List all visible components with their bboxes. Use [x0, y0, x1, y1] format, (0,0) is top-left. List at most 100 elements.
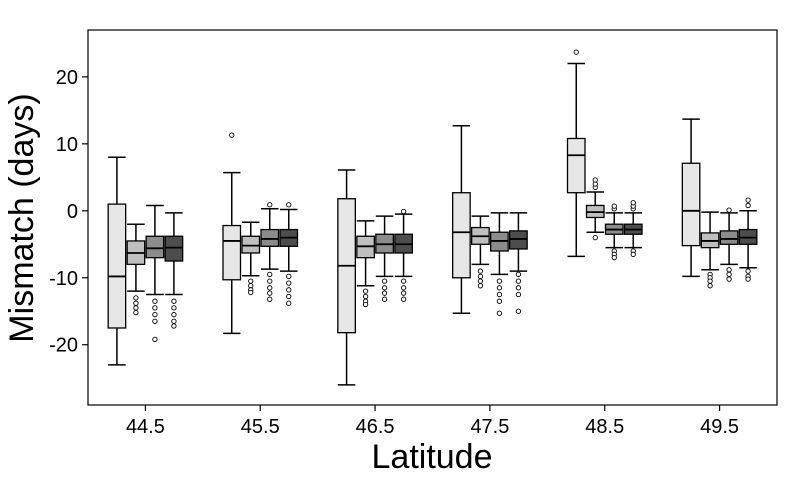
x-tick-label: 48.5	[585, 416, 624, 438]
outlier-point	[286, 287, 292, 293]
outlier-point	[573, 49, 579, 55]
outlier-point	[133, 309, 139, 316]
outlier-point	[592, 177, 598, 183]
outlier-point	[611, 203, 617, 209]
outlier-point	[381, 290, 388, 296]
outlier-point	[133, 305, 139, 311]
box-group	[107, 156, 184, 366]
outlier-point	[515, 308, 522, 314]
outlier-point	[286, 273, 292, 280]
outlier-point	[515, 278, 522, 284]
outlier-point	[267, 296, 273, 302]
outlier-point	[171, 318, 177, 324]
outlier-point	[592, 234, 598, 241]
outlier-point	[726, 267, 732, 273]
outlier-point	[381, 278, 388, 284]
box-group	[337, 169, 413, 386]
outlier-point	[133, 300, 139, 306]
x-axis: 44.5 45.5 46.5 47.5 48.5 49.5	[126, 405, 739, 438]
outlier-point	[286, 280, 292, 286]
outlier-point	[171, 323, 177, 329]
outlier-point	[133, 295, 139, 301]
outlier-point	[745, 202, 751, 209]
outlier-point	[515, 285, 522, 291]
x-tick-label: 46.5	[356, 416, 395, 438]
box-group	[681, 118, 758, 289]
outlier-point	[152, 318, 158, 324]
outlier-point	[362, 301, 369, 308]
y-tick-label: -10	[49, 268, 78, 290]
outlier-point	[400, 296, 407, 302]
outlier-point	[745, 197, 751, 203]
outlier-point	[362, 288, 369, 294]
outlier-point	[496, 310, 503, 316]
box-group	[452, 125, 528, 316]
outlier-point	[152, 311, 158, 318]
box	[107, 203, 127, 329]
outlier-point	[152, 336, 158, 343]
box-group	[222, 132, 299, 335]
outlier-point	[267, 285, 273, 291]
x-tick-label: 47.5	[470, 416, 509, 438]
outlier-point	[171, 311, 177, 318]
outlier-point	[496, 298, 503, 304]
outlier-point	[171, 305, 177, 311]
outlier-point	[496, 291, 503, 298]
outlier-point	[248, 278, 254, 284]
box	[509, 230, 528, 250]
y-axis: 20 10 0 -10 -20	[49, 67, 88, 357]
x-tick-label: 49.5	[700, 416, 739, 438]
outlier-point	[286, 202, 292, 208]
y-tick-label: 20	[56, 67, 78, 89]
outlier-point	[726, 271, 732, 278]
y-tick-label: -20	[49, 335, 78, 357]
outlier-point	[630, 200, 636, 206]
box	[452, 192, 471, 279]
outlier-point	[707, 283, 713, 289]
box	[260, 228, 280, 247]
outlier-point	[707, 278, 713, 284]
outlier-point	[477, 283, 484, 289]
outlier-point	[745, 276, 751, 282]
outlier-point	[515, 271, 522, 278]
outlier-point	[267, 271, 273, 278]
y-tick-label: 0	[67, 201, 78, 223]
outlier-point	[171, 298, 177, 304]
outlier-point	[477, 278, 484, 284]
box-groups	[107, 49, 758, 386]
outlier-point	[400, 290, 407, 296]
plot-panel	[87, 29, 778, 406]
outlier-point	[477, 268, 484, 274]
outlier-point	[496, 278, 503, 284]
outlier-point	[381, 296, 388, 302]
box	[566, 137, 586, 194]
outlier-point	[152, 305, 158, 311]
outlier-point	[381, 285, 388, 291]
outlier-point	[630, 251, 636, 257]
box	[681, 162, 701, 247]
y-axis-title: Mismatch (days)	[3, 93, 41, 342]
outlier-point	[286, 293, 292, 300]
box	[145, 235, 165, 259]
x-tick-label: 45.5	[241, 416, 280, 438]
outlier-point	[400, 278, 407, 284]
outlier-point	[248, 289, 254, 296]
box-group	[566, 49, 643, 261]
outlier-point	[400, 208, 407, 215]
x-tick-label: 44.5	[126, 416, 165, 438]
outlier-point	[515, 291, 522, 298]
box	[222, 224, 242, 281]
outlier-point	[229, 132, 235, 138]
outlier-point	[496, 285, 503, 291]
outlier-point	[267, 290, 273, 296]
outlier-point	[726, 207, 732, 213]
outlier-point	[267, 202, 273, 208]
box	[164, 235, 184, 262]
y-tick-label: 10	[56, 134, 78, 156]
outlier-point	[286, 300, 292, 306]
x-axis-title: Latitude	[372, 438, 493, 476]
outlier-point	[611, 255, 617, 261]
outlier-point	[726, 276, 732, 282]
outlier-point	[152, 298, 158, 304]
